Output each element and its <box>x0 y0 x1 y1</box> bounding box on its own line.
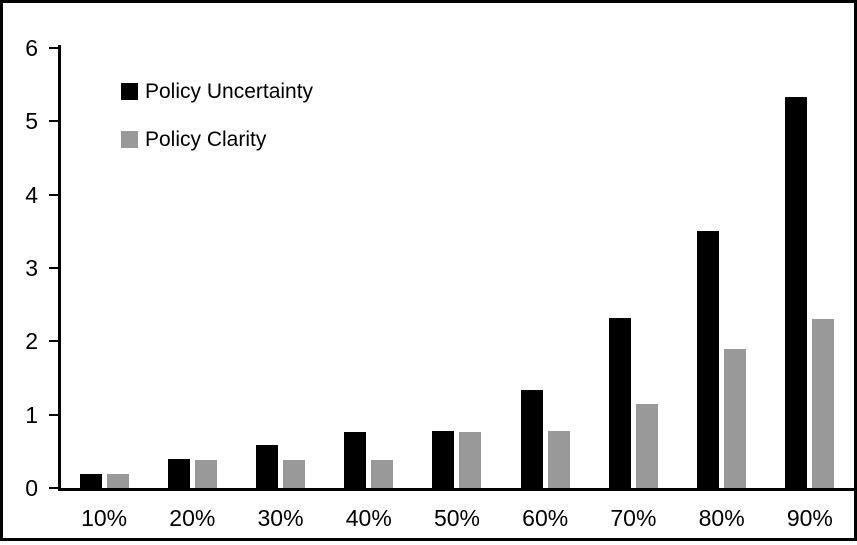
x-tick-label: 20% <box>169 505 216 531</box>
bar-policy-uncertainty-90% <box>785 97 808 488</box>
bar-policy-uncertainty-50% <box>432 431 455 488</box>
chart-legend: Policy Uncertainty Policy Clarity <box>121 80 314 179</box>
bar-group-60% <box>501 48 589 488</box>
y-axis-line <box>58 45 61 491</box>
y-axis-tick <box>49 413 59 416</box>
x-axis-labels: 10% 20% 30% 40% 50% 60% 70% 80% 90% <box>60 504 854 532</box>
bar-policy-clarity-60% <box>547 431 570 488</box>
bar-policy-clarity-50% <box>459 432 482 488</box>
y-tick-label: 2 <box>25 328 38 355</box>
legend-label-policy-uncertainty: Policy Uncertainty <box>145 80 314 103</box>
x-tick-label: 30% <box>257 505 304 531</box>
bar-policy-uncertainty-20% <box>167 459 190 488</box>
bar-policy-uncertainty-80% <box>697 231 720 488</box>
legend-item-policy-clarity: Policy Clarity <box>121 128 313 151</box>
bar-policy-clarity-80% <box>724 349 747 488</box>
x-tick-label: 70% <box>610 505 657 531</box>
bar-policy-clarity-10% <box>106 474 129 488</box>
bar-policy-clarity-20% <box>194 460 217 488</box>
legend-item-policy-uncertainty: Policy Uncertainty <box>121 80 314 103</box>
y-axis-tick <box>49 120 59 123</box>
bar-policy-uncertainty-40% <box>344 432 367 488</box>
bar-group-10% <box>60 48 148 488</box>
x-tick-label: 60% <box>522 505 569 531</box>
bar-policy-clarity-70% <box>635 404 658 488</box>
legend-swatch-policy-uncertainty <box>121 83 138 100</box>
y-tick-label: 6 <box>25 35 38 61</box>
bar-group-80% <box>678 48 766 488</box>
legend-label-policy-clarity: Policy Clarity <box>145 128 267 151</box>
bar-policy-uncertainty-70% <box>608 318 631 488</box>
bar-policy-clarity-90% <box>812 319 835 488</box>
bar-policy-uncertainty-60% <box>520 390 543 488</box>
y-axis-tick <box>49 487 59 489</box>
y-axis-tick <box>49 267 59 269</box>
bar-group-90% <box>766 48 854 488</box>
y-tick-label: 3 <box>25 255 38 281</box>
y-tick-label: 5 <box>25 108 38 135</box>
y-axis-tick <box>49 340 59 343</box>
y-tick-label: 0 <box>25 475 38 501</box>
bar-group-30% <box>236 48 324 488</box>
bar-policy-uncertainty-30% <box>256 445 279 488</box>
y-tick-label: 1 <box>25 401 38 428</box>
x-axis-line <box>58 488 854 491</box>
bar-policy-clarity-40% <box>371 460 394 488</box>
bar-policy-clarity-30% <box>283 460 306 488</box>
legend-swatch-policy-clarity <box>121 131 138 148</box>
x-tick-label: 10% <box>81 505 128 531</box>
x-tick-label: 50% <box>433 505 480 531</box>
bar-group-70% <box>589 48 677 488</box>
x-tick-label: 80% <box>698 505 745 531</box>
bar-group-40% <box>325 48 413 488</box>
x-tick-label: 90% <box>786 505 833 531</box>
y-axis-tick <box>49 193 59 196</box>
bar-policy-uncertainty-10% <box>79 474 102 488</box>
plot-area <box>60 48 854 488</box>
y-tick-label: 4 <box>25 181 38 208</box>
bar-group-50% <box>413 48 501 488</box>
bar-group-20% <box>148 48 236 488</box>
y-axis-tick <box>49 47 59 49</box>
x-tick-label: 40% <box>345 505 392 531</box>
